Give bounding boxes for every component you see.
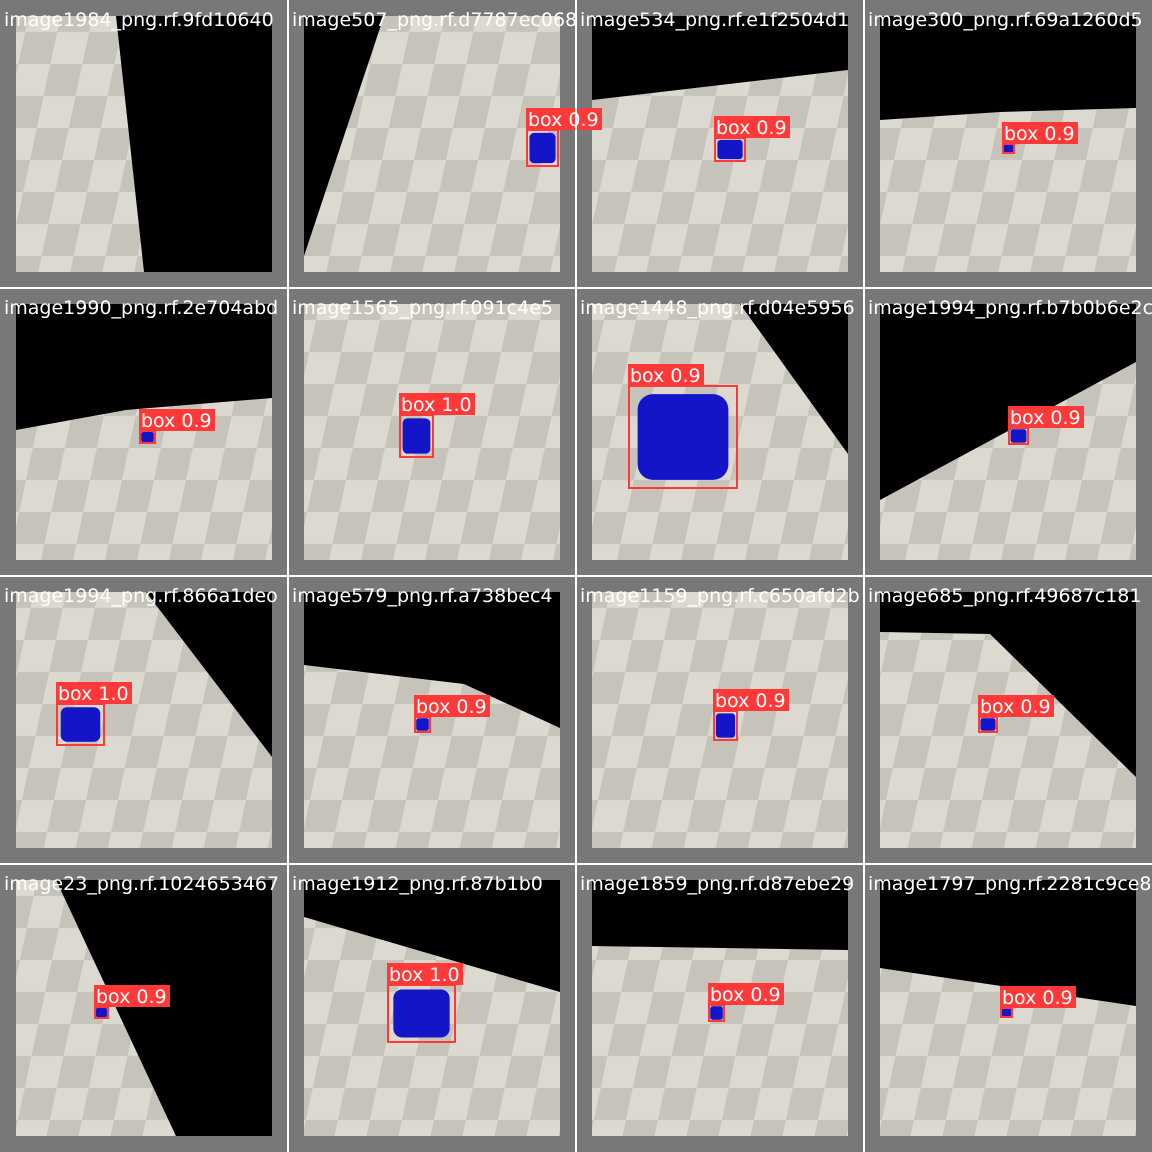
cube bbox=[980, 718, 996, 731]
detection-label: box 0.9 bbox=[1010, 407, 1081, 429]
floor bbox=[304, 16, 560, 272]
filename: image1448_png.rf.d04e5956 bbox=[580, 297, 855, 319]
detection-label: box 0.9 bbox=[1004, 123, 1075, 145]
filename: image579_png.rf.a738bec4 bbox=[292, 585, 553, 607]
detection-label: box 1.0 bbox=[389, 964, 460, 986]
cube bbox=[717, 139, 743, 160]
detection-label: box 0.9 bbox=[528, 109, 599, 131]
floor bbox=[592, 70, 848, 272]
detection-label: box 0.9 bbox=[980, 696, 1051, 718]
cube bbox=[402, 418, 431, 454]
filename: image534_png.rf.e1f2504d1 bbox=[580, 9, 849, 31]
cube bbox=[393, 989, 450, 1038]
label-bg bbox=[399, 393, 475, 415]
floor bbox=[304, 665, 560, 848]
cube bbox=[715, 713, 736, 738]
cube bbox=[141, 431, 154, 443]
filename: image1797_png.rf.2281c9ce8 bbox=[868, 873, 1152, 895]
cube bbox=[1010, 429, 1027, 443]
separator bbox=[0, 863, 1152, 865]
label-bg bbox=[1002, 122, 1078, 144]
cube bbox=[96, 1007, 107, 1018]
detection-label: box 1.0 bbox=[401, 394, 472, 416]
filename: image1990_png.rf.2e704abd bbox=[4, 297, 278, 319]
label-bg bbox=[1008, 406, 1084, 428]
separator bbox=[0, 575, 1152, 577]
label-bg bbox=[1000, 986, 1076, 1008]
separator bbox=[0, 287, 1152, 289]
label-bg bbox=[708, 983, 784, 1005]
cube bbox=[416, 718, 429, 731]
floor bbox=[880, 632, 1136, 848]
label-bg bbox=[94, 985, 170, 1007]
filename: image1994_png.rf.866a1deo bbox=[4, 585, 278, 607]
label-bg bbox=[526, 108, 602, 130]
label-bg bbox=[414, 695, 490, 717]
label-bg bbox=[714, 116, 790, 138]
floor bbox=[16, 398, 272, 560]
floor bbox=[16, 592, 272, 848]
detection-label: box 0.9 bbox=[1002, 987, 1073, 1009]
cube bbox=[1001, 1008, 1012, 1017]
detection-label: box 0.9 bbox=[630, 365, 701, 387]
filename: image1912_png.rf.87b1b0 bbox=[292, 873, 543, 895]
label-bg bbox=[56, 682, 132, 704]
detection-label: box 0.9 bbox=[141, 410, 212, 432]
label-bg bbox=[713, 689, 789, 711]
labels: image1984_png.rf.9fd10640 image507_png.rf… bbox=[4, 9, 1152, 1009]
floor bbox=[16, 16, 144, 272]
filename: image1565_png.rf.091c4e5 bbox=[292, 297, 553, 319]
cube bbox=[1003, 144, 1014, 153]
detection-label: box 0.9 bbox=[716, 117, 787, 139]
detection-label: box 0.9 bbox=[715, 690, 786, 712]
detection-label: box 0.9 bbox=[96, 986, 167, 1008]
label-bg bbox=[628, 364, 704, 386]
floor bbox=[592, 946, 848, 1136]
floor bbox=[880, 968, 1136, 1136]
detection-label: box 0.9 bbox=[710, 984, 781, 1006]
detection-label: box 0.9 bbox=[416, 696, 487, 718]
label-bg bbox=[387, 963, 463, 985]
cube bbox=[529, 132, 556, 164]
filename: image1859_png.rf.d87ebe29 bbox=[580, 873, 854, 895]
filename: image23_png.rf.1024653467 bbox=[4, 873, 279, 895]
label-bg bbox=[978, 695, 1054, 717]
filename: image1984_png.rf.9fd10640 bbox=[4, 9, 274, 31]
filename: image1159_png.rf.c650afd2b bbox=[580, 585, 860, 607]
filename: image685_png.rf.49687c181 bbox=[868, 585, 1141, 607]
filename: image1994_png.rf.b7b0b6e2c9 bbox=[868, 297, 1152, 319]
floor bbox=[880, 108, 1136, 272]
cube bbox=[60, 707, 101, 742]
cube bbox=[710, 1006, 723, 1020]
filename: image507_png.rf.d7787ec068 bbox=[292, 9, 577, 31]
label-bg bbox=[139, 409, 215, 431]
filename: image300_png.rf.69a1260d5 bbox=[868, 9, 1143, 31]
detection-label: box 1.0 bbox=[58, 683, 129, 705]
cube bbox=[637, 394, 729, 480]
